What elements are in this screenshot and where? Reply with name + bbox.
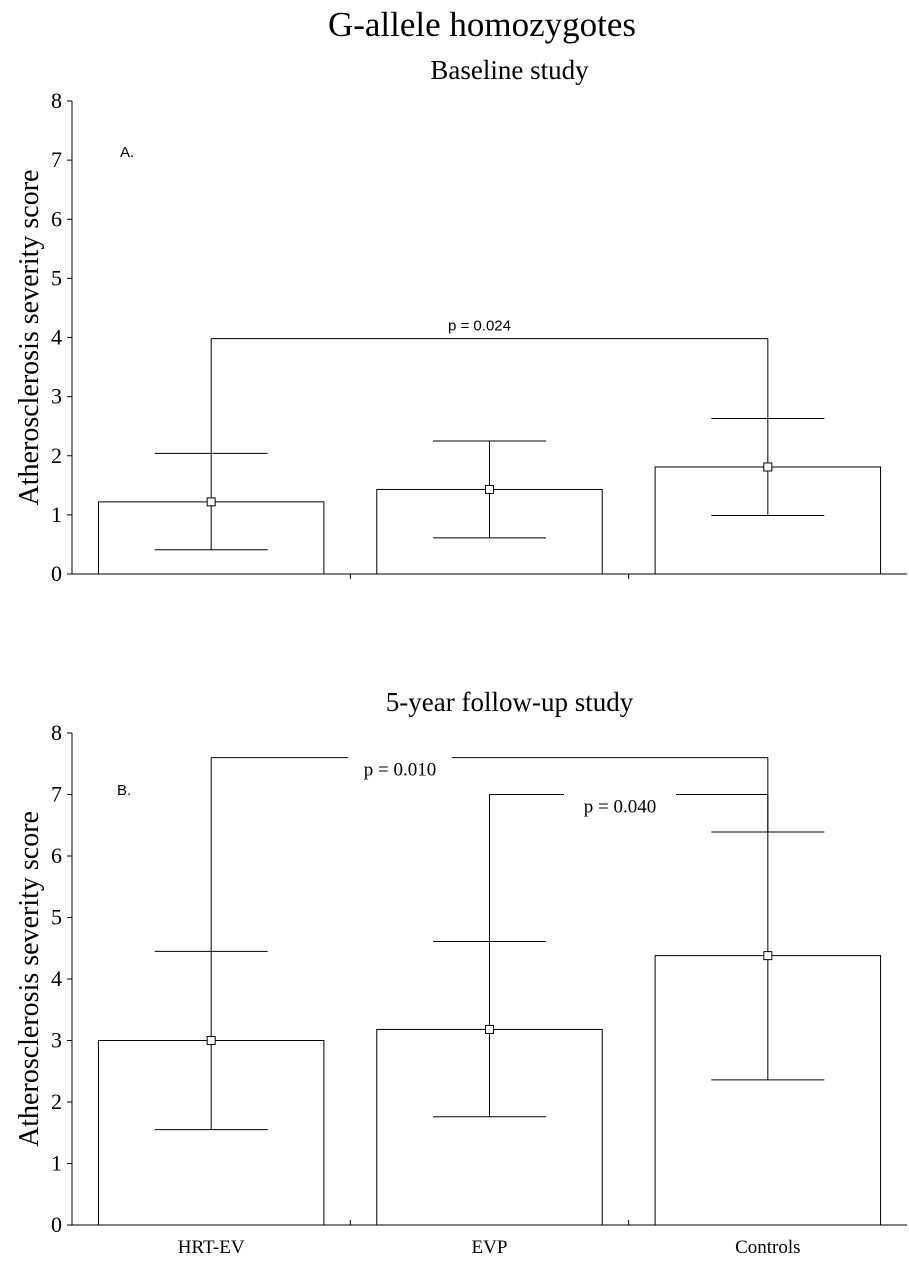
p-value-label: p = 0.010 — [364, 760, 436, 781]
y-tick-label: 1 — [51, 502, 62, 527]
y-axis-label: Atherosclerosis severity score — [14, 170, 45, 506]
y-tick-label: 4 — [51, 325, 62, 350]
y-tick-label: 5 — [51, 905, 62, 930]
y-tick-label: 6 — [51, 206, 62, 231]
mean-point — [485, 484, 494, 494]
panel-title: Baseline study — [430, 55, 589, 85]
y-tick-label: 0 — [51, 561, 62, 586]
y-tick-label: 2 — [51, 443, 62, 468]
p-value-label: p = 0.040 — [584, 797, 656, 818]
mean-point — [763, 462, 773, 472]
panel-letter: B. — [117, 782, 131, 799]
y-tick-label: 4 — [51, 966, 62, 991]
x-tick-label: HRT-EV — [178, 1237, 245, 1258]
y-tick-label: 7 — [51, 147, 62, 172]
mean-point — [485, 1024, 494, 1034]
panel-a: Baseline study 0 1 2 3 4 5 6 7 8 Atherosclerosis s… — [14, 55, 907, 586]
y-tick-label: 3 — [51, 384, 62, 409]
x-tick-label: Controls — [735, 1237, 800, 1258]
p-value-label: p = 0.024 — [448, 318, 511, 335]
y-tick-label: 0 — [51, 1212, 62, 1237]
y-tick-label: 1 — [51, 1151, 62, 1176]
y-tick-label: 7 — [51, 782, 62, 807]
y-tick-label: 8 — [51, 720, 62, 745]
y-tick-label: 6 — [51, 843, 62, 868]
y-tick-label: 8 — [51, 88, 62, 113]
mean-point — [763, 951, 773, 961]
panel-title: 5-year follow-up study — [386, 687, 634, 717]
y-axis-label: Atherosclerosis severity score — [14, 811, 45, 1147]
y-tick-label: 5 — [51, 265, 62, 290]
mean-point — [206, 1036, 216, 1045]
figure-title: G-allele homozygotes — [328, 5, 636, 44]
x-tick-label: EVP — [472, 1237, 508, 1258]
y-tick-label: 2 — [51, 1089, 62, 1114]
panel-letter: A. — [120, 144, 134, 161]
y-tick-label: 3 — [51, 1028, 62, 1053]
panel-b: 5-year follow-up study 0 1 2 3 4 5 6 7 8 Atheroscl… — [14, 687, 907, 1258]
mean-point — [206, 497, 216, 507]
